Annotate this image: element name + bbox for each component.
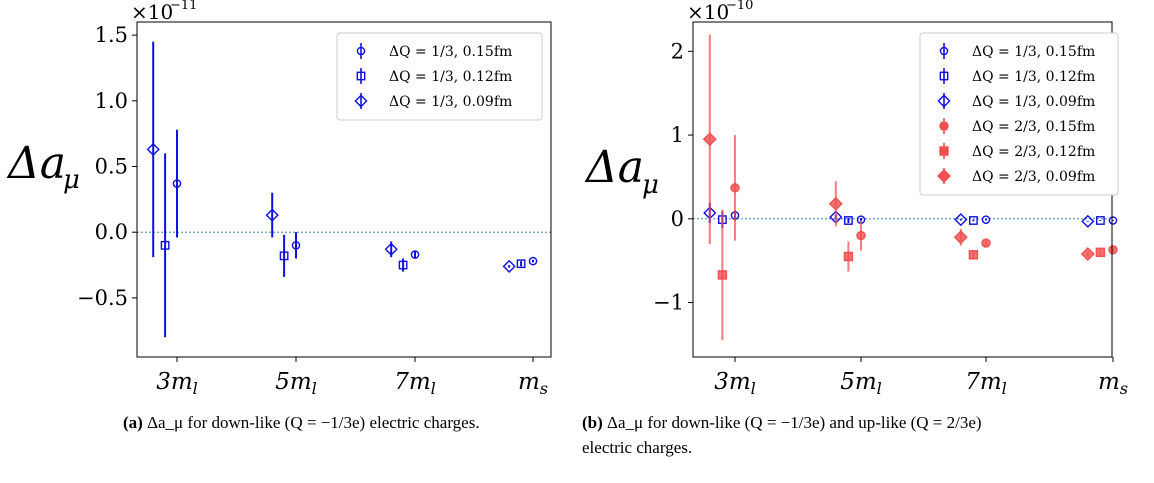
legend-frame bbox=[336, 32, 543, 121]
y-tick-label: 0 bbox=[671, 207, 684, 231]
legend-label: ΔQ = 2/3, 0.09fm bbox=[972, 169, 1095, 185]
svg-text:μ: μ bbox=[642, 170, 659, 200]
legend-label: ΔQ = 1/3, 0.15fm bbox=[972, 44, 1095, 60]
data-point bbox=[265, 208, 279, 222]
data-point bbox=[1095, 247, 1106, 258]
legend-marker bbox=[937, 94, 951, 108]
caption-b-label: (b) bbox=[582, 413, 603, 432]
x-tick-label: ms bbox=[518, 369, 548, 398]
data-point bbox=[730, 183, 740, 193]
data-point bbox=[1081, 214, 1095, 228]
svg-text:−11: −11 bbox=[170, 0, 197, 13]
y-tick-label: 0.5 bbox=[95, 155, 128, 179]
data-point bbox=[384, 242, 398, 256]
legend-marker bbox=[939, 146, 949, 156]
x-tick-label: 7ml bbox=[394, 369, 436, 398]
y-tick-label: 1 bbox=[671, 123, 684, 147]
data-point bbox=[279, 251, 289, 261]
y-axis-label-b: Δa μ bbox=[584, 142, 659, 200]
y-tick-label: 2 bbox=[671, 39, 684, 63]
x-tick-label: 5ml bbox=[840, 369, 882, 398]
data-point bbox=[146, 142, 160, 157]
y-tick-label: −0.5 bbox=[77, 286, 128, 310]
svg-text:Δa: Δa bbox=[6, 138, 66, 189]
legend-marker bbox=[939, 46, 949, 56]
legend-a: ΔQ = 1/3, 0.15fm ΔQ = 1/3, 0.12fm ΔQ = 1/3… bbox=[336, 32, 543, 121]
data-point bbox=[968, 250, 979, 260]
data-point bbox=[981, 238, 991, 248]
svg-text:Δa: Δa bbox=[584, 142, 644, 193]
legend-label: ΔQ = 2/3, 0.15fm bbox=[972, 119, 1095, 135]
data-point bbox=[856, 230, 866, 241]
plot-frame-a bbox=[136, 21, 552, 358]
chart-a: Δa μ ×10 −11 −0.5 0.0 0.5 1.0 1.5 3ml 5ml 7ml ms… bbox=[6, 0, 552, 398]
legend-label: ΔQ = 1/3, 0.15fm bbox=[389, 44, 512, 60]
caption-b-text-line2: electric charges. bbox=[582, 438, 693, 457]
legend-marker bbox=[939, 71, 949, 81]
caption-a-text: Δa_μ for down-like (Q = −1/3e) electric … bbox=[147, 413, 480, 432]
y-tick-label: −1 bbox=[653, 291, 684, 315]
caption-a: (a) Δa_μ for down-like (Q = −1/3e) elect… bbox=[123, 410, 480, 435]
y-tick-label: 0.0 bbox=[95, 220, 128, 244]
x-tick-label: 3ml bbox=[156, 369, 198, 398]
caption-b-text-line1: Δa_μ for down-like (Q = −1/3e) and up-li… bbox=[607, 413, 982, 432]
scale-label-b: ×10 −10 bbox=[687, 0, 753, 24]
legend-label: ΔQ = 1/3, 0.09fm bbox=[972, 94, 1095, 110]
y-tick-label: 1.0 bbox=[95, 89, 128, 113]
legend-label: ΔQ = 1/3, 0.12fm bbox=[972, 69, 1095, 85]
legend-b: ΔQ = 1/3, 0.15fm ΔQ = 1/3, 0.12fm ΔQ = 1/3… bbox=[919, 32, 1119, 196]
data-point bbox=[828, 196, 843, 211]
svg-text:μ: μ bbox=[63, 165, 80, 195]
data-point bbox=[398, 260, 408, 270]
data-point bbox=[1096, 216, 1105, 225]
legend-marker bbox=[356, 71, 366, 81]
data-point bbox=[410, 250, 420, 259]
data-point bbox=[172, 179, 182, 188]
data-point bbox=[160, 240, 170, 250]
legend-label: ΔQ = 2/3, 0.12fm bbox=[972, 144, 1095, 160]
legend-marker bbox=[937, 169, 951, 183]
data-point bbox=[291, 241, 301, 250]
data-point bbox=[502, 259, 516, 273]
legend-label: ΔQ = 1/3, 0.12fm bbox=[389, 69, 512, 85]
data-point bbox=[528, 256, 538, 266]
data-point bbox=[844, 216, 853, 225]
scale-label-a: ×10 −11 bbox=[131, 0, 197, 24]
data-point bbox=[981, 215, 991, 224]
data-point bbox=[954, 213, 968, 227]
svg-text:−10: −10 bbox=[726, 0, 753, 13]
x-tick-label: 7ml bbox=[965, 369, 1007, 398]
x-tick-label: 5ml bbox=[275, 369, 317, 398]
data-point bbox=[1108, 245, 1118, 255]
x-tick-label: ms bbox=[1098, 369, 1128, 398]
legend-frame bbox=[919, 32, 1119, 196]
legend-marker bbox=[939, 121, 949, 131]
data-point bbox=[702, 132, 717, 147]
y-axis-label-a: Δa μ bbox=[6, 138, 80, 195]
data-point bbox=[843, 251, 854, 262]
svg-text:×10: ×10 bbox=[687, 0, 729, 24]
caption-a-label: (a) bbox=[123, 413, 143, 432]
y-tick-label: 1.5 bbox=[95, 23, 128, 47]
legend-marker bbox=[354, 94, 368, 108]
data-point bbox=[969, 216, 978, 225]
data-point bbox=[1108, 216, 1118, 225]
legend-marker bbox=[356, 46, 366, 56]
x-tick-label: 3ml bbox=[714, 369, 756, 398]
data-point bbox=[516, 259, 526, 269]
data-point bbox=[953, 230, 968, 245]
data-point bbox=[717, 270, 728, 280]
data-point bbox=[1080, 246, 1095, 261]
svg-text:×10: ×10 bbox=[131, 0, 173, 24]
legend-label: ΔQ = 1/3, 0.09fm bbox=[389, 94, 512, 110]
caption-b: (b) Δa_μ for down-like (Q = −1/3e) and u… bbox=[582, 410, 1142, 460]
